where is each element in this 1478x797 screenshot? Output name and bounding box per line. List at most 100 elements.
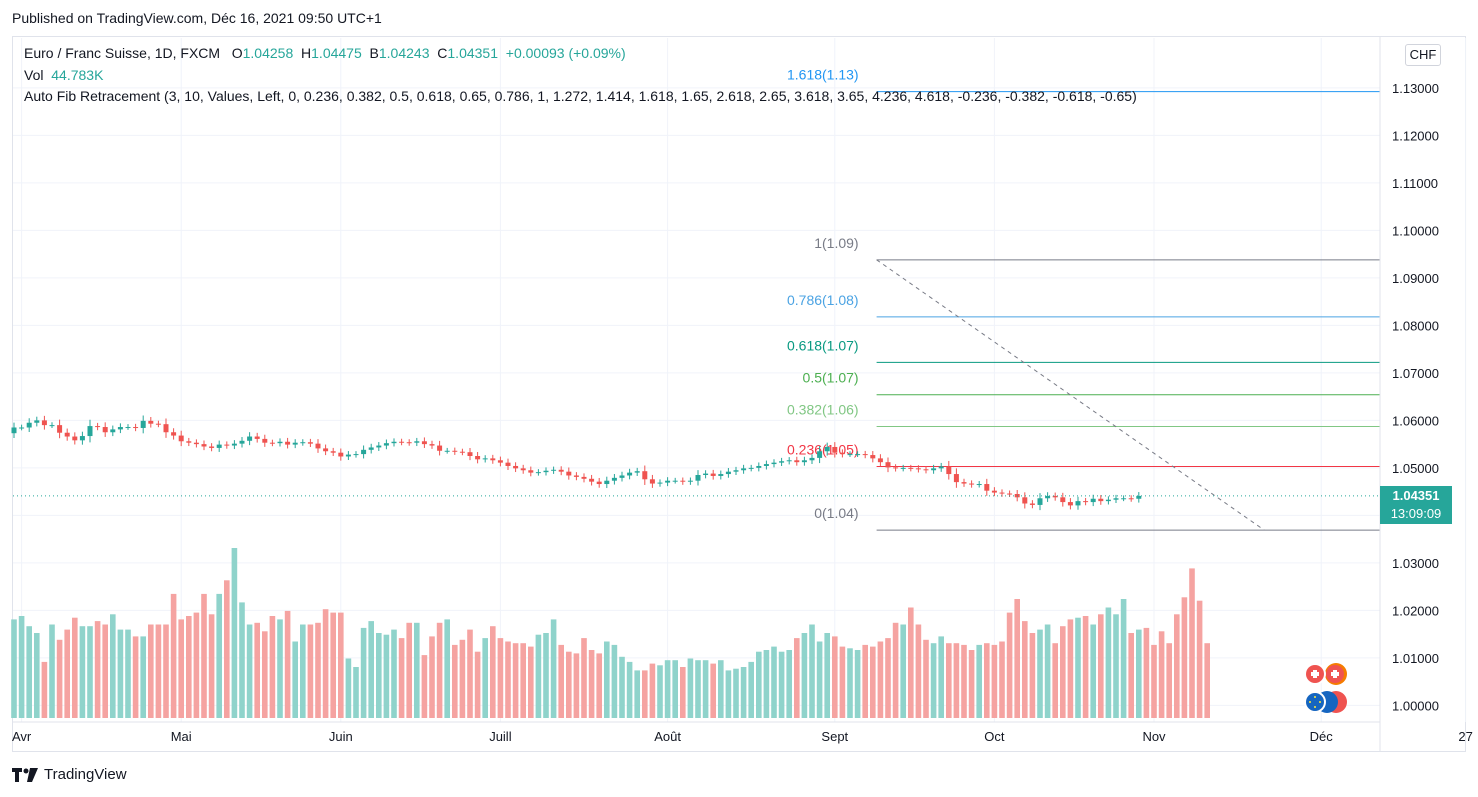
candle-body — [870, 455, 876, 459]
volume-bar — [923, 639, 929, 718]
candle — [383, 439, 389, 450]
candle-body — [1090, 498, 1096, 503]
footer-brand[interactable]: TradingView — [12, 766, 127, 783]
volume-bar — [436, 622, 443, 718]
candle — [1121, 495, 1127, 502]
candle — [345, 451, 351, 460]
candle-body — [558, 469, 564, 472]
currency-button[interactable]: CHF — [1405, 44, 1441, 66]
candle — [938, 462, 944, 472]
volume-bar — [155, 624, 162, 718]
candle — [497, 456, 503, 467]
volume-bar — [87, 626, 93, 718]
volume-bar — [550, 619, 557, 718]
volume-bar — [976, 644, 982, 718]
eu-flag-icon[interactable] — [1304, 691, 1347, 713]
candle-body — [627, 472, 633, 476]
candle — [133, 423, 139, 432]
candle-body — [877, 458, 883, 463]
candle — [581, 473, 587, 483]
candle — [57, 419, 63, 439]
candle — [300, 439, 306, 446]
candle-body — [657, 482, 663, 484]
volume-bar — [984, 643, 990, 718]
y-tick-label: 1.03000 — [1392, 556, 1439, 571]
candle-body — [931, 468, 937, 471]
candle — [87, 419, 93, 443]
volume-bar — [467, 629, 473, 718]
volume-bar — [1151, 644, 1157, 718]
candle — [809, 454, 815, 464]
candle — [399, 438, 405, 446]
candle — [627, 468, 633, 480]
candle-body — [528, 470, 534, 473]
candle — [1105, 496, 1111, 505]
candle — [262, 434, 268, 447]
candle — [140, 415, 146, 434]
candle-body — [338, 452, 344, 457]
candle — [642, 465, 648, 485]
candle-body — [786, 460, 792, 462]
candle-body — [505, 462, 511, 466]
volume-bar — [246, 624, 253, 718]
candle-body — [437, 445, 443, 451]
candle-body — [1113, 498, 1119, 500]
candle — [946, 460, 952, 480]
candle — [437, 440, 443, 456]
candle-body — [125, 427, 131, 429]
volume-bar — [140, 636, 146, 718]
volume-bar — [1174, 614, 1180, 718]
swiss-flag-icon[interactable] — [1325, 663, 1347, 685]
volume-bar — [854, 650, 861, 718]
published-note: Published on TradingView.com, Déc 16, 20… — [12, 10, 382, 26]
candle-body — [611, 477, 617, 481]
candle-body — [839, 452, 845, 455]
candle — [482, 455, 488, 463]
volume-bar — [1098, 614, 1104, 718]
low-label: B — [369, 45, 379, 61]
volume-bar — [193, 612, 200, 718]
candle — [839, 449, 845, 458]
candle-body — [292, 442, 298, 445]
candle — [551, 466, 557, 474]
candle-body — [406, 442, 412, 444]
candle — [178, 430, 184, 447]
volume-bar — [1006, 612, 1013, 718]
candle-body — [619, 475, 625, 478]
candle-body — [49, 425, 55, 427]
candle-body — [1121, 498, 1127, 500]
candle — [634, 467, 640, 476]
volume-bar — [1075, 617, 1081, 718]
candle-body — [201, 444, 207, 447]
volume-legend[interactable]: Vol 44.783K — [24, 67, 103, 83]
candle-body — [665, 480, 671, 483]
candle — [201, 440, 207, 451]
candle-body — [710, 473, 716, 476]
candle — [900, 464, 906, 472]
volume-bar — [102, 624, 108, 718]
candle — [801, 456, 807, 466]
volume-bar — [18, 616, 25, 718]
x-tick-label: Déc — [1310, 729, 1334, 744]
candle-body — [946, 466, 952, 475]
volume-bar — [748, 661, 754, 718]
volume-bar — [1067, 619, 1074, 718]
candle — [19, 424, 25, 431]
volume-bar — [801, 633, 808, 718]
candle-body — [414, 441, 420, 443]
y-tick-label: 1.13000 — [1392, 81, 1439, 96]
swiss-flag-icon[interactable] — [1304, 663, 1326, 685]
candle-body — [923, 469, 929, 471]
candle — [771, 459, 777, 468]
indicator-legend[interactable]: Auto Fib Retracement (3, 10, Values, Lef… — [24, 88, 1137, 104]
symbol-legend[interactable]: Euro / Franc Suisse, 1D, FXCM O1.04258 H… — [24, 45, 626, 61]
candle-body — [1007, 493, 1013, 495]
candle-body — [1022, 497, 1028, 504]
candle-body — [376, 445, 382, 448]
zigzag-trend-line — [876, 259, 1265, 531]
volume-bar — [581, 638, 587, 718]
volume-bar — [900, 624, 906, 718]
volume-bar — [968, 650, 975, 718]
candle-body — [915, 468, 921, 470]
